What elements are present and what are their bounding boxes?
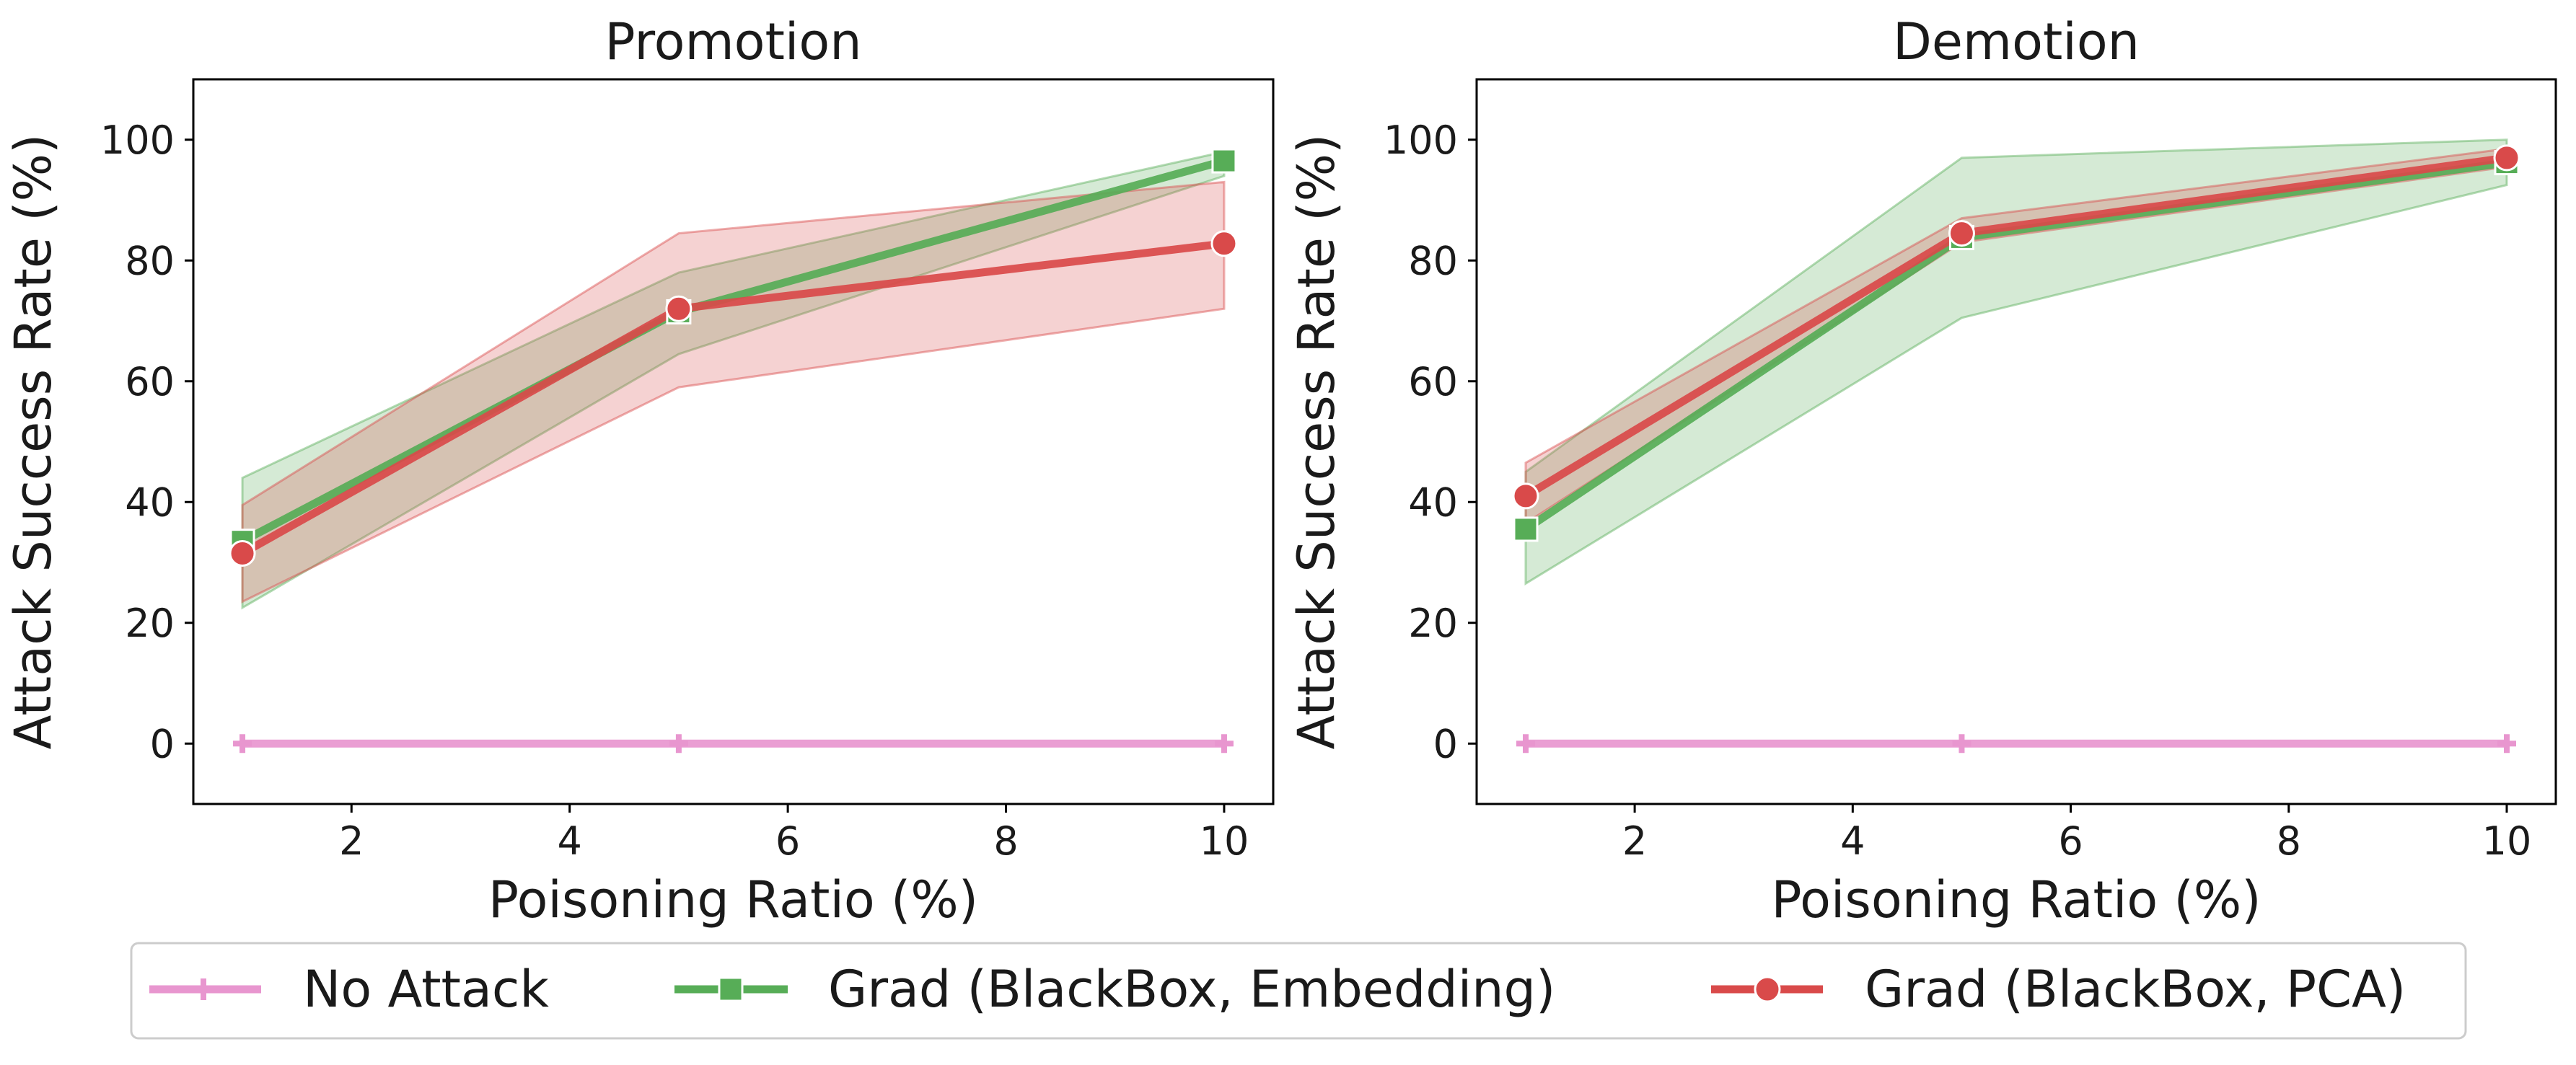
legend-label-no-attack: No Attack [303, 960, 549, 1019]
y-tick-label: 0 [150, 721, 175, 766]
point-grad-blackbox-pca [1210, 230, 1238, 257]
y-axis-label: Attack Success Rate (%) [1287, 134, 1346, 750]
y-tick-label: 60 [125, 359, 175, 405]
band-grad-blackbox-embedding [241, 150, 1226, 610]
chart-title: Demotion [1893, 12, 2140, 71]
y-tick-label: 0 [1433, 721, 1458, 766]
x-tick-label: 2 [1622, 818, 1647, 864]
x-tick-label: 10 [2482, 818, 2532, 864]
series-lines [229, 148, 1238, 754]
x-tick-label: 10 [1200, 818, 1249, 864]
point-grad-blackbox-pca [1512, 482, 1539, 510]
point-no-attack [233, 734, 252, 754]
x-axis-label: Poisoning Ratio (%) [1771, 870, 2261, 929]
point-grad-blackbox-pca [2493, 144, 2520, 172]
axes-frame [192, 78, 1275, 805]
legend-entry-grad-pca: Grad (BlackBox, PCA) [1711, 960, 2406, 1019]
point-no-attack [2497, 734, 2516, 754]
point-grad-blackbox-pca [1948, 220, 1975, 247]
y-tick-label: 80 [125, 238, 175, 283]
point-no-attack [1952, 734, 1971, 754]
y-tick-label: 20 [1408, 601, 1458, 646]
y-tick-label: 80 [1408, 238, 1458, 283]
legend-label-grad-pca: Grad (BlackBox, PCA) [1865, 960, 2406, 1019]
x-axis-label: Poisoning Ratio (%) [488, 870, 978, 929]
legend-entry-grad-embedding: Grad (BlackBox, Embedding) [674, 960, 1555, 1019]
legend-frame [130, 942, 2467, 1040]
x-tick-label: 8 [993, 818, 1018, 864]
band-grad-blackbox-pca [241, 180, 1226, 604]
legend-plus-marker [193, 978, 214, 1000]
y-axis-label: Attack Success Rate (%) [4, 134, 63, 750]
series-lines [1512, 144, 2520, 754]
point-grad-blackbox-pca [229, 539, 256, 567]
point-no-attack [1516, 734, 1535, 754]
y-tick-label: 20 [125, 601, 175, 646]
x-tick-label: 6 [2058, 818, 2083, 864]
legend-entry-no-attack: No Attack [149, 960, 549, 1019]
x-tick-label: 6 [775, 818, 800, 864]
y-tick-label: 40 [1408, 480, 1458, 525]
point-no-attack [669, 734, 688, 754]
point-no-attack [1214, 734, 1234, 754]
chart-title: Promotion [605, 12, 861, 71]
band-grad-blackbox-embedding [1524, 138, 2508, 585]
confidence-bands [1524, 138, 2508, 585]
y-tick-label: 40 [125, 480, 175, 525]
legend-circle-marker [1754, 976, 1781, 1003]
point-grad-blackbox-pca [665, 295, 693, 322]
confidence-bands [241, 150, 1226, 610]
point-grad-blackbox-embedding [1211, 148, 1237, 174]
y-tick-label: 100 [100, 118, 175, 163]
point-grad-blackbox-embedding [1513, 516, 1539, 542]
x-tick-label: 4 [1840, 818, 1865, 864]
legend-label-grad-embedding: Grad (BlackBox, Embedding) [828, 960, 1555, 1019]
x-tick-label: 4 [558, 818, 582, 864]
x-tick-label: 8 [2277, 818, 2301, 864]
y-tick-label: 60 [1408, 359, 1458, 405]
legend-square-marker [718, 976, 744, 1002]
x-tick-label: 2 [339, 818, 364, 864]
axes-frame [1475, 78, 2557, 805]
y-tick-label: 100 [1384, 118, 1458, 163]
legend: No Attack Grad (BlackBox, Embedding) Gra… [130, 942, 2467, 1040]
